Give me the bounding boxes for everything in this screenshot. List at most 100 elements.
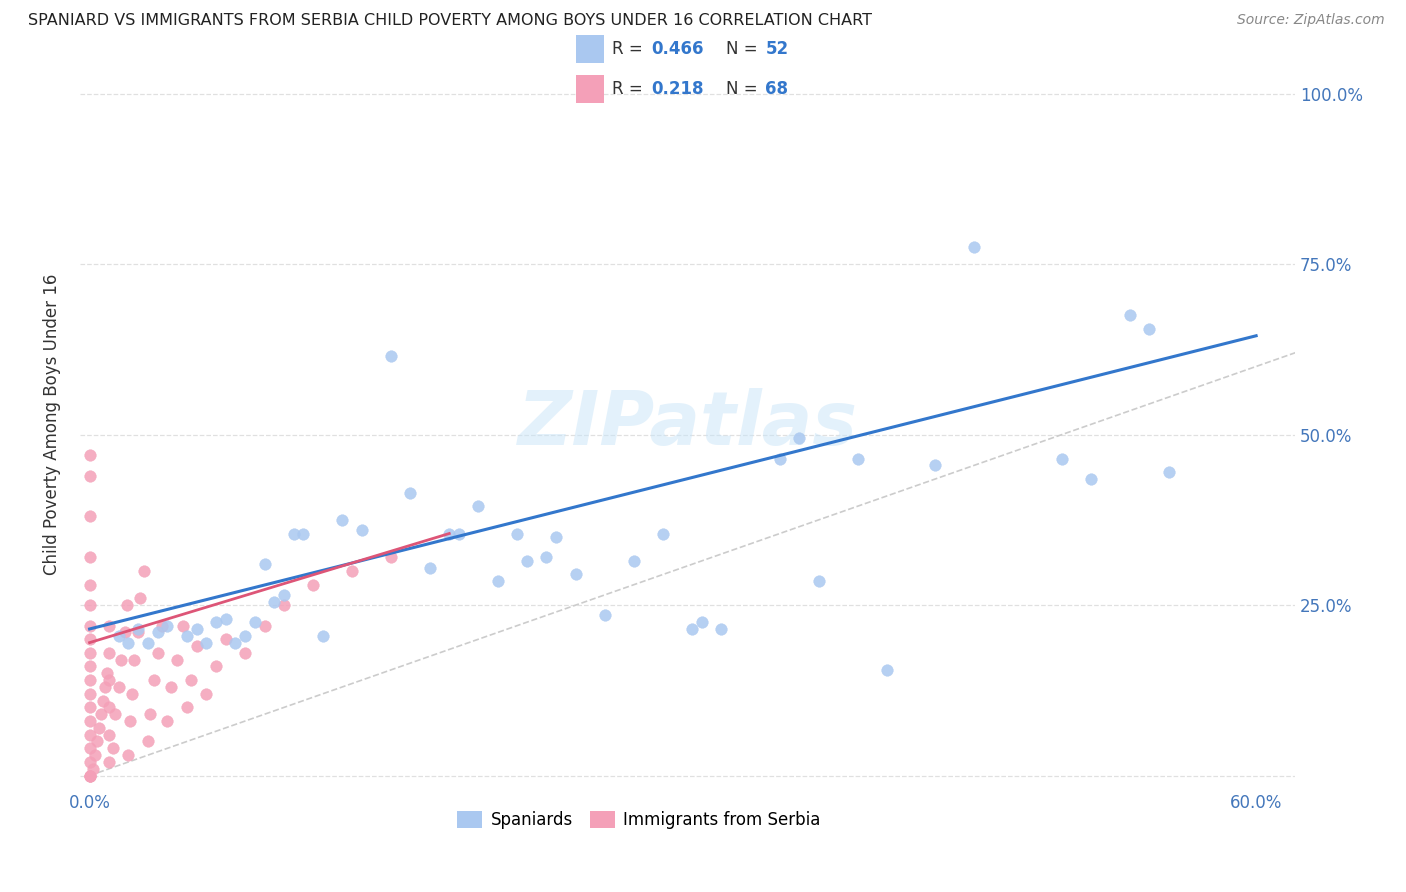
- Point: [876, 663, 898, 677]
- Text: 0.218: 0.218: [652, 80, 704, 98]
- Point: [82, 762, 104, 776]
- Point: [90, 707, 112, 722]
- Point: [283, 526, 305, 541]
- Point: [79, 448, 101, 462]
- Point: [98, 755, 121, 769]
- Point: [79, 768, 101, 782]
- Point: [340, 564, 363, 578]
- Point: [690, 615, 713, 629]
- Point: [115, 598, 138, 612]
- Point: [132, 564, 155, 578]
- Point: [205, 615, 228, 629]
- Point: [79, 714, 101, 728]
- Point: [79, 768, 101, 782]
- Point: [807, 574, 830, 589]
- Point: [330, 513, 353, 527]
- Legend: Spaniards, Immigrants from Serbia: Spaniards, Immigrants from Serbia: [451, 804, 827, 836]
- Point: [79, 700, 101, 714]
- Point: [117, 748, 139, 763]
- Point: [136, 635, 159, 649]
- Point: [652, 526, 675, 541]
- Point: [681, 622, 703, 636]
- Bar: [576, 75, 603, 103]
- Point: [1080, 472, 1102, 486]
- Point: [536, 550, 558, 565]
- Text: Source: ZipAtlas.com: Source: ZipAtlas.com: [1237, 13, 1385, 28]
- Point: [79, 468, 101, 483]
- Point: [127, 622, 149, 636]
- Point: [79, 741, 101, 756]
- Point: [263, 595, 285, 609]
- Point: [195, 635, 218, 649]
- Point: [593, 608, 616, 623]
- Point: [98, 673, 121, 687]
- Point: [89, 721, 111, 735]
- Point: [98, 728, 121, 742]
- Point: [467, 500, 489, 514]
- Text: 52: 52: [765, 40, 789, 58]
- Text: SPANIARD VS IMMIGRANTS FROM SERBIA CHILD POVERTY AMONG BOYS UNDER 16 CORRELATION: SPANIARD VS IMMIGRANTS FROM SERBIA CHILD…: [28, 13, 872, 29]
- Point: [86, 734, 108, 748]
- Text: R =: R =: [612, 40, 648, 58]
- Point: [160, 680, 183, 694]
- Point: [79, 755, 101, 769]
- Point: [1137, 322, 1160, 336]
- Point: [146, 646, 169, 660]
- Point: [350, 523, 373, 537]
- Point: [110, 653, 132, 667]
- Y-axis label: Child Poverty Among Boys Under 16: Child Poverty Among Boys Under 16: [44, 274, 60, 575]
- Point: [564, 567, 586, 582]
- Point: [195, 687, 218, 701]
- Point: [127, 625, 149, 640]
- Point: [79, 550, 101, 565]
- Point: [101, 741, 124, 756]
- Point: [273, 588, 295, 602]
- Point: [121, 687, 143, 701]
- Bar: [576, 36, 603, 63]
- Point: [253, 558, 276, 572]
- Point: [186, 622, 208, 636]
- Point: [142, 673, 165, 687]
- Point: [79, 577, 101, 591]
- Point: [516, 554, 538, 568]
- Point: [710, 622, 733, 636]
- Point: [98, 646, 121, 660]
- Point: [963, 240, 986, 254]
- Point: [79, 659, 101, 673]
- Point: [447, 526, 470, 541]
- Point: [787, 431, 810, 445]
- Point: [380, 349, 402, 363]
- Point: [156, 618, 179, 632]
- Point: [79, 673, 101, 687]
- Point: [146, 625, 169, 640]
- Point: [79, 509, 101, 524]
- Point: [769, 451, 792, 466]
- Point: [129, 591, 152, 606]
- Point: [312, 629, 335, 643]
- Point: [205, 659, 228, 673]
- Point: [79, 728, 101, 742]
- Point: [380, 550, 402, 565]
- Point: [79, 687, 101, 701]
- Point: [186, 639, 208, 653]
- Point: [176, 629, 198, 643]
- Point: [117, 635, 139, 649]
- Point: [486, 574, 509, 589]
- Point: [292, 526, 315, 541]
- Point: [98, 618, 121, 632]
- Point: [176, 700, 198, 714]
- Point: [91, 693, 114, 707]
- Point: [546, 530, 568, 544]
- Point: [172, 618, 194, 632]
- Point: [136, 734, 159, 748]
- Point: [79, 768, 101, 782]
- Point: [419, 560, 441, 574]
- Point: [180, 673, 202, 687]
- Point: [1157, 465, 1180, 479]
- Text: R =: R =: [612, 80, 648, 98]
- Point: [924, 458, 946, 473]
- Point: [233, 629, 256, 643]
- Text: 68: 68: [765, 80, 789, 98]
- Point: [139, 707, 162, 722]
- Point: [107, 629, 129, 643]
